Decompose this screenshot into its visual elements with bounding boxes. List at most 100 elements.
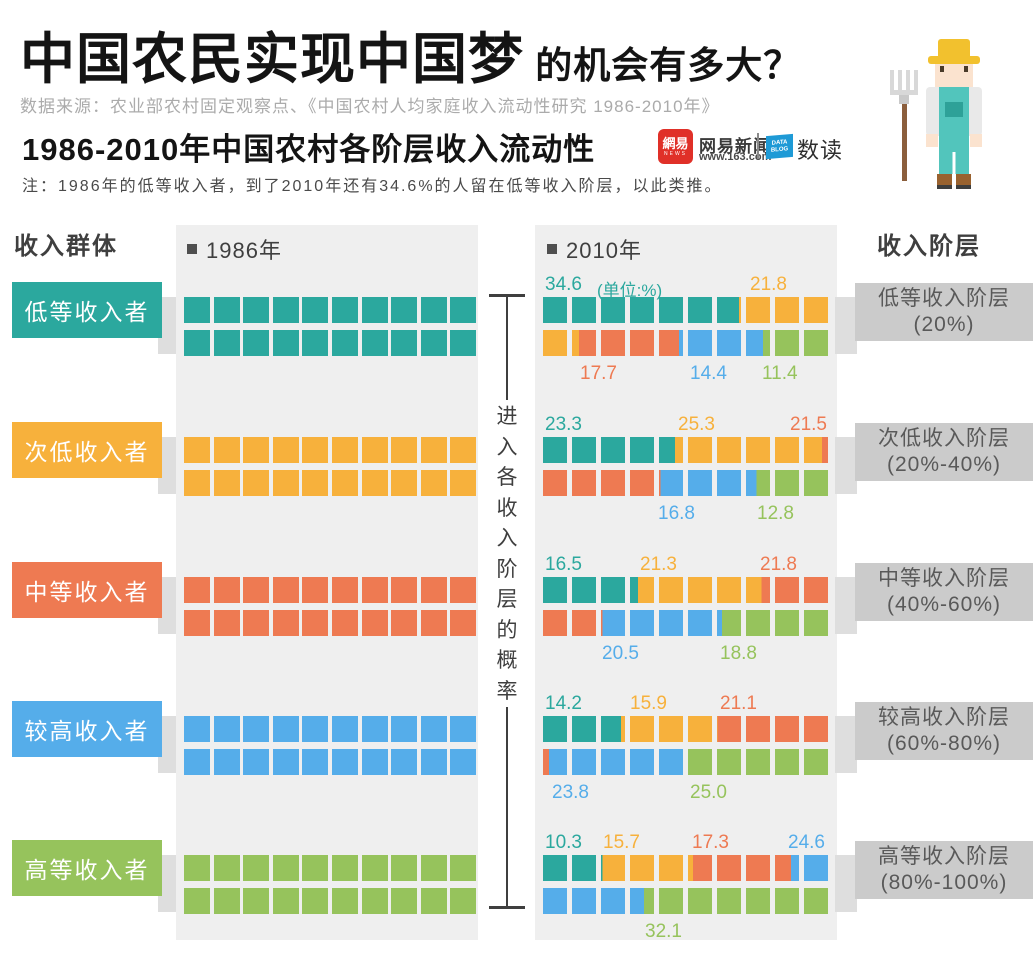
- waffle-cell-2010: [717, 297, 741, 323]
- waffle-cell-1986: [272, 577, 299, 603]
- waffle-cell-2010: [659, 610, 683, 636]
- waffle-cell-1986: [361, 577, 388, 603]
- waffle-cell-2010: [775, 330, 799, 356]
- value-label: 23.3: [545, 414, 582, 435]
- waffle-cell-2010: [775, 577, 799, 603]
- waffle-cell-1986: [243, 437, 270, 463]
- waffle-cell-2010: [746, 749, 770, 775]
- waffle-cell-2010: [601, 330, 625, 356]
- waffle-cell-2010: [746, 610, 770, 636]
- year-header-1986: 1986年: [187, 233, 282, 265]
- waffle-cell-1986: [243, 749, 270, 775]
- waffle-cell-1986: [361, 330, 388, 356]
- waffle-cell-1986: [213, 610, 240, 636]
- waffle-cell-1986: [450, 297, 477, 323]
- class-label-name: 高等收入阶层: [878, 844, 1010, 868]
- right-column-header: 收入阶层: [877, 233, 981, 260]
- waffle-cell-2010: [775, 855, 799, 881]
- netease-logo-text: 網易: [662, 135, 689, 151]
- waffle-cell-1986: [184, 330, 210, 356]
- class-label-2010: 中等收入阶层 (40%-60%): [855, 563, 1033, 621]
- waffle-cell-2010: [746, 577, 770, 603]
- waffle-cell-2010: [572, 716, 596, 742]
- waffle-cell-2010: [572, 330, 596, 356]
- waffle-cell-2010: [688, 577, 712, 603]
- center-axis-char: 入: [496, 435, 518, 459]
- waffle-cell-2010: [775, 610, 799, 636]
- waffle-cell-2010: [688, 855, 712, 881]
- class-label-name: 较高收入阶层: [878, 705, 1010, 729]
- waffle-cell-2010: [572, 470, 596, 496]
- waffle-cell-2010: [601, 716, 625, 742]
- class-label-range: (60%-80%): [886, 732, 1002, 755]
- waffle-cell-1986: [361, 610, 388, 636]
- waffle-cell-2010: [572, 437, 596, 463]
- waffle-cell-1986: [420, 437, 447, 463]
- waffle-cell-1986: [184, 470, 210, 496]
- waffle-cell-2010: [543, 610, 567, 636]
- waffle-cell-1986: [332, 610, 358, 636]
- bracket-line-bottom: [506, 707, 508, 906]
- value-label: 16.8: [658, 503, 695, 524]
- page-title: 中国农民实现中国梦 的机会有多大？: [20, 14, 801, 94]
- waffle-cell-2010: [717, 610, 741, 636]
- waffle-cell-2010: [717, 470, 741, 496]
- waffle-cell-2010: [688, 716, 712, 742]
- waffle-cell-2010: [804, 610, 828, 636]
- waffle-cell-1986: [272, 855, 299, 881]
- value-label: 10.3: [545, 832, 582, 853]
- waffle-cell-1986: [272, 470, 299, 496]
- class-label-range: (40%-60%): [886, 593, 1002, 616]
- waffle-cell-2010: [543, 716, 567, 742]
- waffle-cell-2010: [630, 297, 654, 323]
- waffle-cell-1986: [272, 330, 299, 356]
- waffle-cell-1986: [332, 330, 358, 356]
- waffle-cell-1986: [302, 749, 329, 775]
- group-connector-right: [835, 855, 857, 912]
- waffle-cell-1986: [332, 855, 358, 881]
- waffle-cell-2010: [572, 610, 596, 636]
- class-label-name: 中等收入阶层: [878, 566, 1010, 590]
- waffle-cell-2010: [630, 330, 654, 356]
- waffle-cell-1986: [361, 749, 388, 775]
- waffle-cell-2010: [688, 470, 712, 496]
- waffle-cell-2010: [543, 749, 567, 775]
- waffle-cell-2010: [630, 855, 654, 881]
- waffle-cell-1986: [302, 297, 329, 323]
- waffle-cell-1986: [332, 716, 358, 742]
- waffle-cell-2010: [688, 437, 712, 463]
- waffle-cell-1986: [361, 855, 388, 881]
- waffle-cell-2010: [601, 470, 625, 496]
- center-axis-char: 概: [496, 649, 518, 672]
- waffle-cell-1986: [213, 437, 240, 463]
- waffle-cell-2010: [601, 888, 625, 914]
- value-label: 17.3: [692, 832, 729, 853]
- waffle-cell-1986: [391, 330, 418, 356]
- waffle-cell-1986: [302, 577, 329, 603]
- page-title-suffix: 的机会有多大？: [524, 45, 802, 86]
- waffle-cell-2010: [630, 577, 654, 603]
- waffle-cell-1986: [213, 577, 240, 603]
- netease-logo-sub: NEWS: [664, 150, 687, 157]
- waffle-cell-2010: [688, 330, 712, 356]
- waffle-cell-2010: [717, 749, 741, 775]
- waffle-cell-1986: [391, 470, 418, 496]
- group-connector-left: [158, 297, 176, 354]
- waffle-cell-1986: [243, 297, 270, 323]
- class-label-2010: 低等收入阶层 (20%): [855, 283, 1033, 341]
- waffle-cell-1986: [450, 577, 477, 603]
- value-label: 17.7: [580, 363, 617, 384]
- waffle-cell-2010: [688, 888, 712, 914]
- waffle-cell-1986: [243, 470, 270, 496]
- year-label-2010: 2010年: [566, 238, 642, 263]
- group-label-1986: 高等收入者: [12, 840, 162, 896]
- value-label: 21.5: [790, 414, 827, 435]
- waffle-cell-1986: [184, 437, 210, 463]
- class-label-name: 次低收入阶层: [878, 426, 1010, 450]
- waffle-cell-2010: [630, 610, 654, 636]
- waffle-cell-2010: [775, 888, 799, 914]
- center-axis-label: 进入各收入阶层的概率: [489, 402, 525, 707]
- waffle-cell-1986: [272, 610, 299, 636]
- waffle-cell-1986: [302, 330, 329, 356]
- waffle-cell-1986: [272, 297, 299, 323]
